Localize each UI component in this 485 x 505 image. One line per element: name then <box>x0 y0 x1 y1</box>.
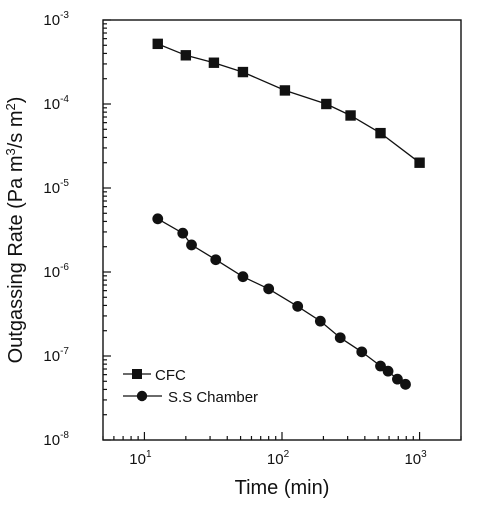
y-tick-label: 10-8 <box>43 430 69 449</box>
y-axis-ticks: 10-8 10-7 10-6 10-5 10-4 10-3 <box>43 10 111 449</box>
x-axis-ticks: 101 102 103 <box>102 432 462 468</box>
data-point-cfc <box>375 127 386 139</box>
data-point-s-s-chamber <box>314 315 326 327</box>
y-tick-label: 10-6 <box>43 262 69 281</box>
data-point-s-s-chamber <box>210 254 222 266</box>
data-point-cfc <box>279 85 291 96</box>
legend-item-ss-chamber: S.S Chamber <box>123 389 258 406</box>
data-point-s-s-chamber <box>152 213 164 225</box>
x-tick-label: 103 <box>404 449 427 468</box>
legend-marker-circle-icon <box>136 390 148 402</box>
x-tick-label: 101 <box>129 449 152 468</box>
data-point-cfc <box>321 98 332 110</box>
data-point-s-s-chamber <box>177 227 189 239</box>
data-point-s-s-chamber <box>375 360 386 372</box>
data-point-cfc <box>180 50 192 61</box>
data-point-s-s-chamber <box>356 346 368 358</box>
y-tick-label: 10-4 <box>43 94 69 113</box>
data-point-cfc <box>345 110 356 121</box>
data-point-s-s-chamber <box>392 373 403 385</box>
series-line-cfc <box>157 43 420 164</box>
data-point-cfc <box>237 66 249 78</box>
data-point-s-s-chamber <box>334 332 346 344</box>
legend-label-ss-chamber: S.S Chamber <box>168 389 258 406</box>
x-axis-title: Time (min) <box>235 477 330 499</box>
data-point-s-s-chamber <box>237 271 249 283</box>
y-tick-label: 10-7 <box>43 346 69 365</box>
series-layer <box>152 38 425 390</box>
data-point-s-s-chamber <box>382 365 394 377</box>
y-axis-title: Outgassing Rate (Pa m3/s m2) <box>3 97 27 364</box>
data-point-s-s-chamber <box>400 378 411 390</box>
y-tick-label: 10-5 <box>43 178 69 197</box>
data-point-cfc <box>414 157 425 168</box>
data-point-cfc <box>208 57 220 68</box>
y-tick-label: 10-3 <box>43 10 69 29</box>
x-tick-label: 102 <box>267 449 290 468</box>
data-point-cfc <box>152 38 163 50</box>
legend: CFC S.S Chamber <box>123 367 258 406</box>
legend-label-cfc: CFC <box>155 367 186 384</box>
legend-marker-square-icon <box>132 369 142 379</box>
data-point-s-s-chamber <box>263 283 275 295</box>
data-point-s-s-chamber <box>186 239 197 251</box>
data-point-s-s-chamber <box>292 300 304 312</box>
legend-item-cfc: CFC <box>123 367 186 384</box>
